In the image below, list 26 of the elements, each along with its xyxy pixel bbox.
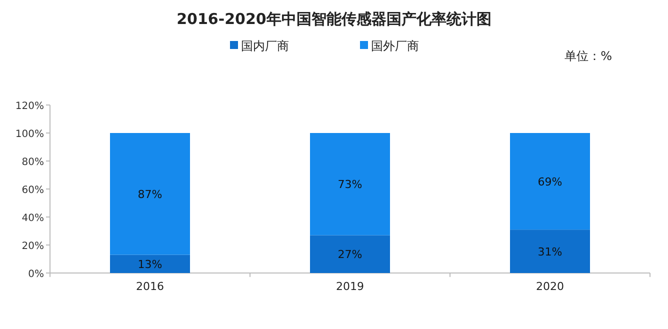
text: 单位：%	[564, 49, 612, 63]
chart-title: 2016-2020年中国智能传感器国产化率统计图	[176, 10, 492, 28]
data-label: 73%	[338, 178, 362, 192]
y-tick-label: 0%	[28, 269, 44, 280]
data-label: 87%	[138, 188, 162, 201]
x-tick-label: 2020	[536, 280, 564, 293]
y-tick-label: 80%	[22, 157, 44, 168]
bar	[510, 230, 590, 273]
bar	[310, 235, 390, 273]
bar	[110, 254, 190, 273]
data-label: 31%	[538, 245, 562, 258]
data-label: 13%	[138, 258, 162, 271]
data-label: 27%	[338, 248, 362, 262]
y-tick-label: 40%	[22, 213, 44, 224]
y-tick-label: 100%	[15, 129, 44, 140]
legend-label: 国外厂商	[371, 39, 419, 53]
bar	[510, 133, 590, 230]
y-tick-label: 20%	[22, 241, 44, 252]
legend-label: 国内厂商	[241, 39, 289, 53]
bar	[310, 133, 390, 236]
y-tick-label: 120%	[15, 101, 44, 112]
y-tick-label: 60%	[22, 185, 44, 196]
bar	[110, 133, 190, 255]
x-tick-label: 2016	[136, 280, 164, 293]
x-tick-label: 2019	[336, 280, 364, 293]
data-label: 69%	[538, 175, 562, 188]
